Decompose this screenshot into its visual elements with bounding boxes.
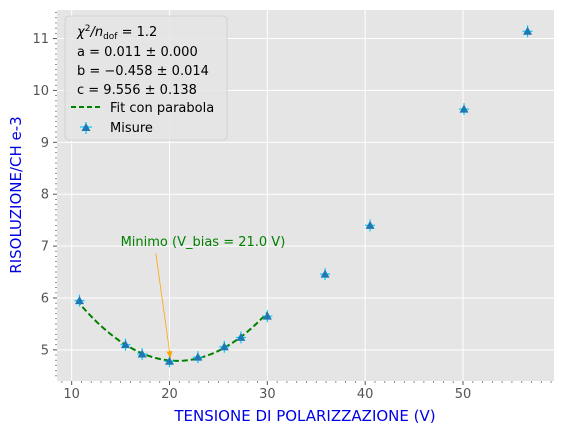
- annotation-arrow: [155, 253, 171, 359]
- fit-curve: [75, 299, 269, 362]
- x-tick-label: 10: [63, 387, 80, 402]
- legend-fit-label: Fit con parabola: [110, 101, 214, 116]
- grid: [57, 10, 554, 381]
- x-tick-label: 30: [259, 387, 276, 402]
- point-marker: [193, 352, 203, 361]
- point-marker: [137, 349, 147, 358]
- data-point: [120, 338, 131, 351]
- data-point: [74, 294, 85, 307]
- legend-chi2: χ2/ndof = 1.2: [76, 24, 157, 42]
- fit-curves: [75, 299, 269, 362]
- point-marker: [459, 104, 469, 113]
- y-tick-label: 11: [32, 32, 49, 47]
- axis-ticks: 10 20 30 40 50 5 6 7 8 9 10 11: [32, 12, 552, 402]
- legend-param-c: c = 9.556 ± 0.138: [77, 83, 197, 98]
- y-tick-label: 10: [32, 84, 49, 99]
- point-marker: [320, 269, 330, 278]
- legend-misure-swatch: [80, 122, 92, 134]
- y-tick-label: 7: [41, 240, 49, 255]
- data-point: [164, 355, 175, 368]
- x-tick-label: 40: [357, 387, 374, 402]
- point-marker: [165, 356, 175, 365]
- legend-param-a: a = 0.011 ± 0.000: [77, 45, 198, 60]
- y-tick-label: 8: [41, 188, 49, 203]
- data-point: [262, 310, 273, 323]
- x-axis-title: TENSIONE DI POLARIZZAZIONE (V): [173, 407, 435, 425]
- point-marker: [219, 342, 229, 351]
- data-point: [458, 103, 469, 116]
- data-point: [137, 348, 148, 361]
- data-point: [365, 219, 376, 232]
- data-points: [74, 25, 533, 368]
- point-marker: [365, 220, 375, 229]
- data-point: [235, 331, 246, 344]
- legend-param-b: b = −0.458 ± 0.014: [77, 64, 209, 79]
- legend-misure-label: Misure: [110, 121, 153, 136]
- data-point: [219, 340, 230, 353]
- point-marker: [523, 26, 533, 35]
- y-tick-label: 9: [41, 136, 49, 151]
- x-tick-label: 20: [161, 387, 178, 402]
- annotation-text: Minimo (V_bias = 21.0 V): [121, 235, 286, 250]
- legend-box: [64, 15, 228, 141]
- legend: χ2/ndof = 1.2 a = 0.011 ± 0.000 b = −0.4…: [64, 15, 228, 141]
- y-axis-title: RISOLUZIONE/CH e-3: [7, 116, 25, 273]
- y-tick-label: 5: [41, 343, 49, 358]
- point-marker: [262, 311, 272, 320]
- y-tick-label: 6: [41, 291, 49, 306]
- point-marker: [236, 332, 246, 341]
- annotation: Minimo (V_bias = 21.0 V): [121, 235, 286, 359]
- x-tick-label: 50: [455, 387, 472, 402]
- data-point: [192, 351, 203, 364]
- data-point: [320, 268, 331, 281]
- point-marker: [120, 340, 130, 349]
- point-marker: [75, 296, 85, 305]
- annotation-arrowhead: [166, 350, 173, 359]
- data-point: [522, 25, 533, 38]
